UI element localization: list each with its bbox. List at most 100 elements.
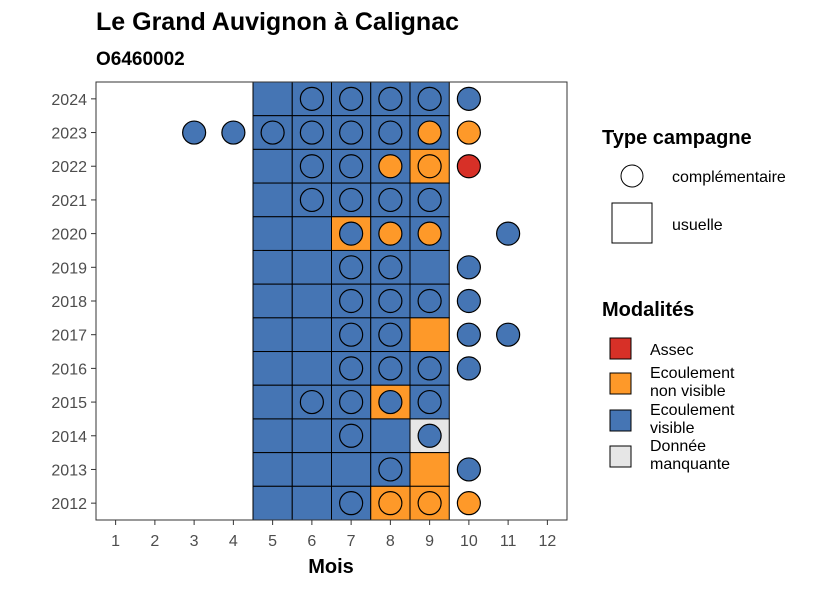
point-2023-m6 bbox=[299, 120, 324, 145]
y-tick-label-2024: 2024 bbox=[51, 92, 87, 109]
y-tick-label-2020: 2020 bbox=[51, 227, 87, 244]
tile-2017-m5 bbox=[252, 317, 293, 353]
y-tick-label-2015: 2015 bbox=[51, 395, 87, 412]
point-2023-m5 bbox=[260, 120, 285, 145]
point-2012-m8 bbox=[378, 491, 403, 516]
point-2021-m9 bbox=[417, 187, 442, 213]
tile-2018-m5 bbox=[252, 283, 293, 319]
point-2013-m8 bbox=[378, 457, 403, 482]
legend-type-usuelle: usuelle bbox=[672, 217, 723, 234]
y-tick-label-2014: 2014 bbox=[51, 429, 87, 446]
point-2012-m9 bbox=[417, 491, 442, 516]
tile-2020-m5 bbox=[252, 216, 293, 251]
point-layer bbox=[182, 86, 521, 516]
tile-2014-m6 bbox=[291, 418, 332, 454]
point-2023-m10 bbox=[456, 120, 481, 145]
point-2022-m9 bbox=[417, 154, 442, 179]
legend-square-key bbox=[611, 202, 653, 244]
x-axis: 1 2 3 4 5 6 7 8 9 10 11 12 bbox=[111, 520, 556, 550]
point-2016-m9 bbox=[417, 356, 442, 381]
y-tick-label-2023: 2023 bbox=[51, 126, 87, 143]
chart-subtitle: O6460002 bbox=[96, 49, 185, 70]
tile-2015-m5 bbox=[252, 384, 293, 420]
x-tick-label-2: 2 bbox=[150, 533, 159, 550]
point-2020-m8 bbox=[378, 221, 403, 246]
legend-label-visible-2: visible bbox=[650, 420, 695, 437]
tile-2016-m6 bbox=[291, 351, 332, 386]
point-2020-m11 bbox=[496, 221, 521, 246]
tile-2012-m5 bbox=[252, 485, 293, 521]
point-2018-m8 bbox=[378, 288, 403, 314]
tile-2018-m6 bbox=[291, 283, 332, 319]
tile-2022-m5 bbox=[252, 148, 293, 184]
tile-2024-m5 bbox=[252, 81, 293, 117]
point-2020-m7 bbox=[339, 221, 364, 246]
point-2013-m10 bbox=[456, 457, 481, 482]
tile-2014-m5 bbox=[252, 418, 293, 454]
point-2016-m8 bbox=[378, 356, 403, 381]
tile-2021-m5 bbox=[252, 182, 293, 218]
point-2015-m7 bbox=[339, 389, 364, 415]
point-2023-m8 bbox=[378, 120, 403, 145]
legend-label-visible-1: Ecoulement bbox=[650, 402, 735, 419]
point-2023-m4 bbox=[221, 120, 246, 145]
x-tick-label-7: 7 bbox=[347, 533, 356, 550]
y-tick-label-2013: 2013 bbox=[51, 462, 87, 479]
point-2023-m9 bbox=[417, 120, 442, 145]
legend-circle-key bbox=[620, 164, 644, 188]
tile-2017-m6 bbox=[291, 317, 332, 353]
y-tick-label-2017: 2017 bbox=[51, 328, 87, 345]
point-2014-m9 bbox=[417, 423, 442, 448]
point-2022-m7 bbox=[339, 154, 364, 179]
tile-2013-m6 bbox=[291, 452, 332, 487]
point-2024-m8 bbox=[378, 86, 403, 111]
tile-2019-m9 bbox=[409, 249, 450, 285]
y-axis: 2012 2013 2014 2015 2016 2017 2018 2019 2020 2021… bbox=[51, 92, 96, 513]
tile-2019-m6 bbox=[291, 249, 332, 285]
tile-2017-m9 bbox=[409, 317, 450, 353]
tile-2019-m5 bbox=[252, 249, 293, 285]
point-2023-m3 bbox=[182, 120, 207, 145]
legend-modalites-title: Modalités bbox=[602, 299, 694, 321]
point-2021-m7 bbox=[339, 187, 364, 213]
point-2015-m9 bbox=[417, 389, 442, 415]
y-tick-label-2019: 2019 bbox=[51, 260, 87, 277]
x-tick-label-10: 10 bbox=[460, 533, 478, 550]
point-2016-m7 bbox=[339, 356, 364, 381]
point-2018-m10 bbox=[456, 288, 481, 314]
point-2015-m6 bbox=[299, 389, 324, 415]
point-2023-m7 bbox=[339, 120, 364, 145]
point-2014-m7 bbox=[339, 423, 364, 448]
legend-label-manquante-1: Donnée bbox=[650, 438, 706, 455]
point-2022-m6 bbox=[299, 154, 324, 179]
x-tick-label-12: 12 bbox=[538, 533, 556, 550]
x-axis-title: Mois bbox=[308, 556, 354, 578]
chart-title: Le Grand Auvignon à Calignac bbox=[96, 8, 459, 36]
point-2021-m6 bbox=[299, 187, 324, 213]
x-tick-label-6: 6 bbox=[307, 533, 316, 550]
point-2018-m9 bbox=[417, 288, 442, 314]
tile-2013-m7 bbox=[331, 452, 372, 487]
tile-2013-m5 bbox=[252, 452, 293, 487]
point-2021-m8 bbox=[378, 187, 403, 213]
legend-label-manquante-2: manquante bbox=[650, 456, 730, 473]
x-tick-label-4: 4 bbox=[229, 533, 238, 550]
point-2017-m11 bbox=[496, 322, 521, 347]
point-2024-m7 bbox=[339, 86, 364, 111]
legend-type-title: Type campagne bbox=[602, 127, 752, 149]
tile-2016-m5 bbox=[252, 351, 293, 386]
point-2017-m10 bbox=[456, 322, 481, 347]
tile-2020-m6 bbox=[291, 216, 332, 251]
point-2017-m7 bbox=[339, 322, 364, 347]
legend-label-non_visible-2: non visible bbox=[650, 383, 726, 400]
legend-key-assec bbox=[609, 337, 632, 360]
point-2012-m10 bbox=[456, 491, 481, 516]
x-tick-label-8: 8 bbox=[386, 533, 395, 550]
legend-type-complementaire: complémentaire bbox=[672, 169, 786, 186]
legend-key-manquante bbox=[609, 445, 632, 468]
x-tick-label-1: 1 bbox=[111, 533, 120, 550]
legend-key-non_visible bbox=[609, 372, 632, 395]
point-2019-m7 bbox=[339, 255, 364, 280]
